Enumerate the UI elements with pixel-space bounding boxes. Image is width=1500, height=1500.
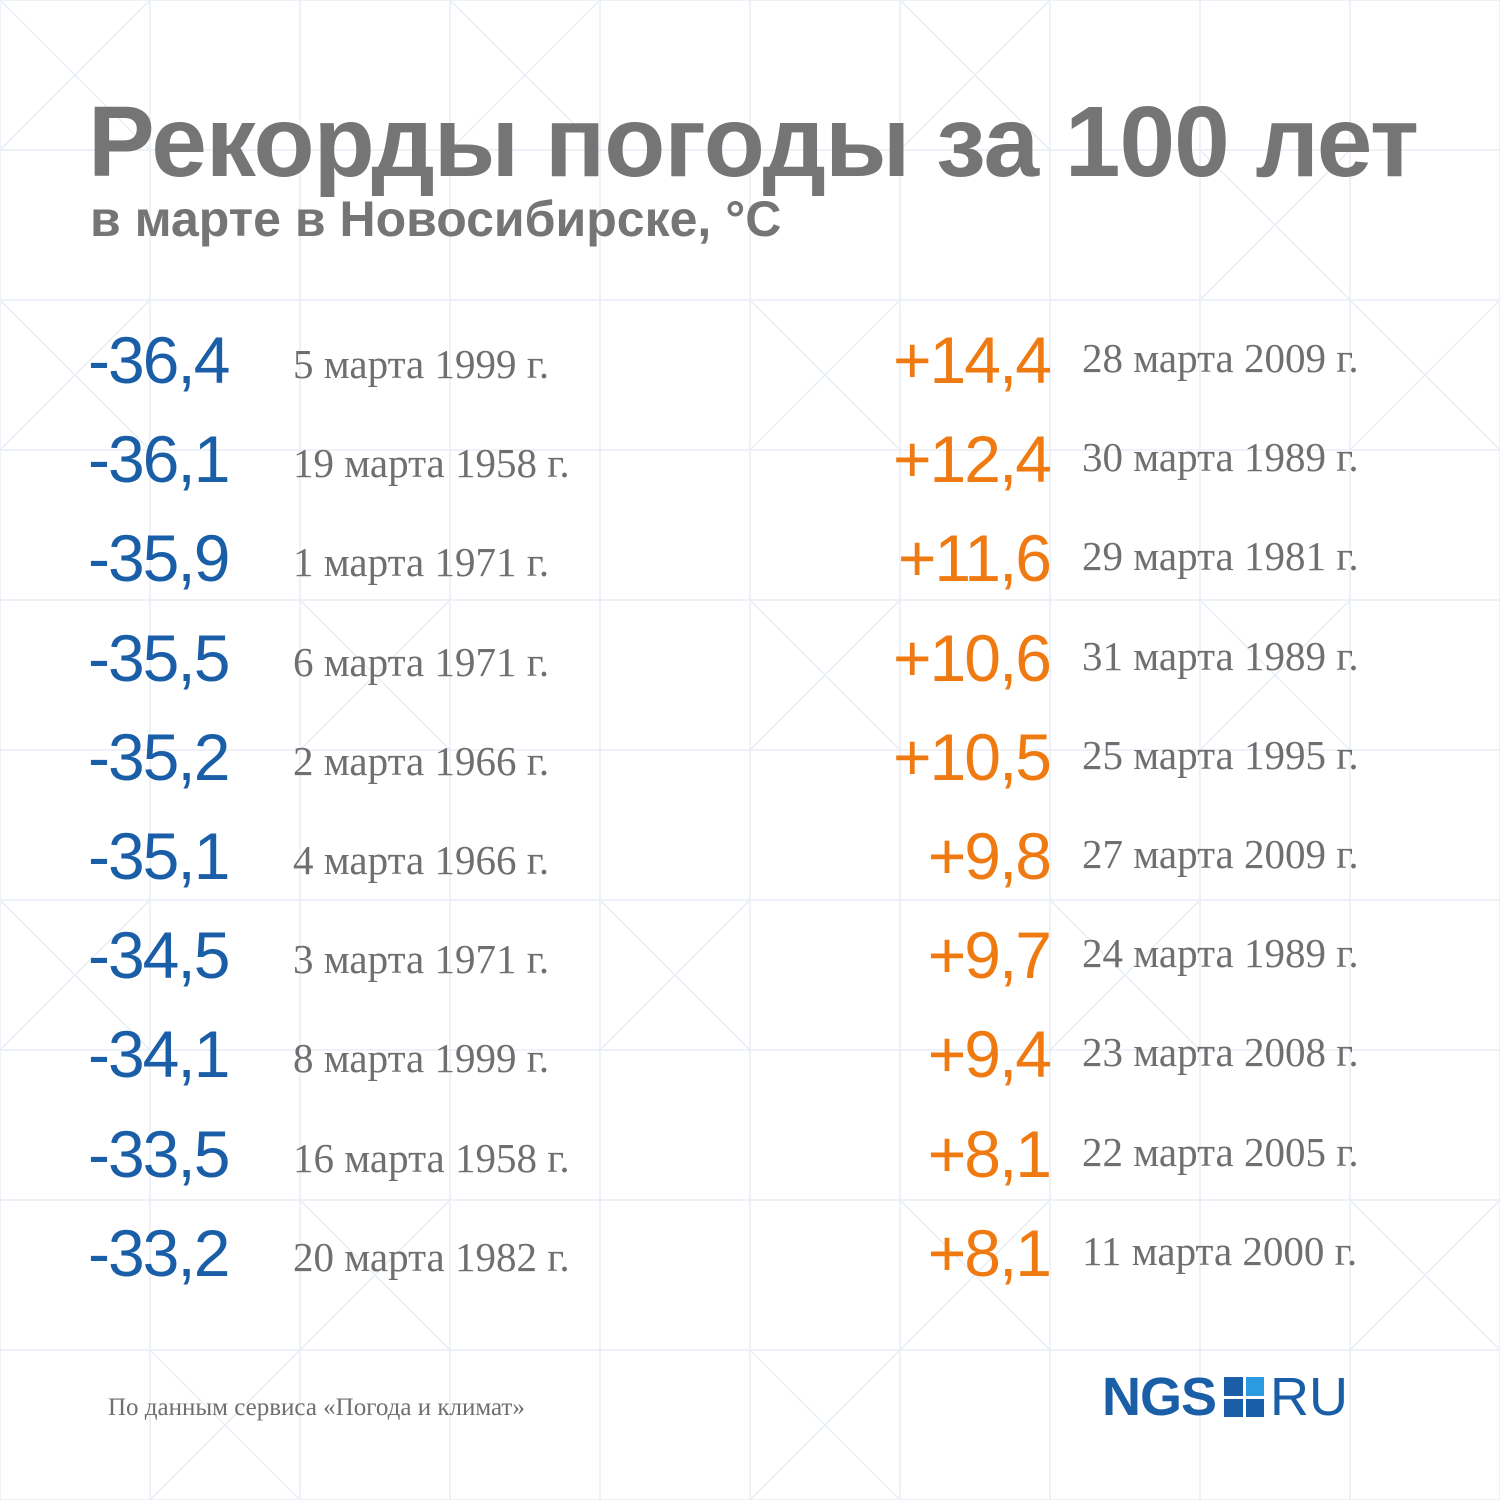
cold-record-value: -36,1 — [88, 422, 230, 497]
warm-record-date: 25 марта 1995 г. — [1082, 731, 1359, 778]
cold-record-row: -35,2 2 марта 1966 г. — [88, 717, 668, 816]
logo-text-ru: RU — [1270, 1367, 1349, 1427]
warm-record-date: 22 марта 2005 г. — [1082, 1128, 1359, 1175]
cold-record-value: -35,2 — [88, 719, 230, 794]
cold-record-value: -33,2 — [88, 1215, 230, 1290]
logo-square-icon — [1224, 1377, 1265, 1417]
warm-record-value: +12,4 — [893, 422, 1052, 497]
cold-record-date: 8 марта 1999 г. — [293, 1035, 550, 1082]
cold-record-date: 3 марта 1971 г. — [293, 936, 550, 983]
cold-record-date: 5 марта 1999 г. — [293, 341, 550, 387]
warm-record-row: +8,1 11 марта 2000 г. — [840, 1213, 1440, 1312]
cold-record-date: 16 марта 1958 г. — [293, 1134, 570, 1181]
cold-record-date: 1 марта 1971 г. — [293, 539, 550, 586]
warm-record-date: 28 марта 2009 г. — [1082, 335, 1359, 381]
warm-record-value: +10,6 — [893, 620, 1052, 695]
source-note: По данным сервиса «Погода и климат» — [108, 1394, 525, 1421]
cold-record-date: 2 марта 1966 г. — [293, 737, 550, 784]
warm-record-date: 29 марта 1981 г. — [1082, 533, 1359, 580]
cold-record-value: -35,5 — [88, 620, 230, 695]
warm-record-value: +9,7 — [927, 918, 1052, 993]
warm-record-row: +9,4 23 марта 2008 г. — [840, 1014, 1440, 1113]
warm-record-row: +9,7 24 марта 1989 г. — [840, 915, 1440, 1014]
warm-record-row: +12,4 30 марта 1989 г. — [840, 419, 1440, 518]
page-title: Рекорды погоды за 100 лет — [88, 86, 1419, 198]
warm-record-value: +8,1 — [927, 1215, 1052, 1290]
warm-record-date: 11 марта 2000 г. — [1082, 1227, 1358, 1274]
warm-record-date: 31 марта 1989 г. — [1082, 632, 1359, 679]
cold-record-row: -36,4 5 марта 1999 г. — [88, 320, 668, 419]
warm-record-value: +10,5 — [893, 719, 1052, 794]
warm-record-row: +10,6 31 марта 1989 г. — [840, 618, 1440, 717]
warm-record-date: 27 марта 2009 г. — [1082, 830, 1359, 877]
warm-record-row: +14,4 28 марта 2009 г. — [840, 320, 1440, 419]
cold-record-row: -36,1 19 марта 1958 г. — [88, 419, 668, 518]
cold-records-list: -36,4 5 марта 1999 г. -36,1 19 марта 195… — [88, 320, 668, 1312]
cold-record-row: -34,5 3 марта 1971 г. — [88, 915, 668, 1014]
warm-records-list: +14,4 28 марта 2009 г. +12,4 30 марта 19… — [840, 320, 1440, 1312]
cold-record-row: -35,9 1 марта 1971 г. — [88, 518, 668, 617]
cold-record-date: 20 марта 1982 г. — [293, 1233, 570, 1280]
warm-record-value: +14,4 — [893, 323, 1052, 397]
cold-record-row: -33,2 20 марта 1982 г. — [88, 1213, 668, 1312]
warm-record-value: +9,8 — [927, 818, 1052, 893]
warm-record-value: +9,4 — [927, 1017, 1052, 1092]
page-subtitle: в марте в Новосибирске, °С — [90, 191, 782, 247]
warm-record-date: 24 марта 1989 г. — [1082, 930, 1359, 977]
cold-record-row: -33,5 16 марта 1958 г. — [88, 1114, 668, 1213]
warm-record-value: +8,1 — [927, 1116, 1052, 1191]
cold-record-value: -34,1 — [88, 1017, 230, 1092]
cold-record-date: 4 марта 1966 г. — [293, 836, 550, 883]
warm-record-row: +11,6 29 марта 1981 г. — [840, 518, 1440, 617]
cold-record-row: -34,1 8 марта 1999 г. — [88, 1014, 668, 1113]
cold-record-row: -35,5 6 марта 1971 г. — [88, 618, 668, 717]
warm-record-row: +9,8 27 марта 2009 г. — [840, 816, 1440, 915]
warm-record-date: 30 марта 1989 г. — [1082, 434, 1359, 481]
cold-record-value: -35,9 — [88, 521, 230, 596]
cold-record-date: 6 марта 1971 г. — [293, 638, 550, 685]
logo-text-ngs: NGS — [1102, 1367, 1217, 1427]
cold-record-row: -35,1 4 марта 1966 г. — [88, 816, 668, 915]
cold-record-value: -36,4 — [88, 323, 230, 397]
warm-record-date: 23 марта 2008 г. — [1082, 1029, 1359, 1076]
cold-record-date: 19 марта 1958 г. — [293, 440, 570, 487]
cold-record-value: -33,5 — [88, 1116, 230, 1191]
cold-record-value: -35,1 — [88, 818, 230, 893]
cold-record-value: -34,5 — [88, 918, 230, 993]
warm-record-row: +10,5 25 марта 1995 г. — [840, 717, 1440, 816]
warm-record-value: +11,6 — [897, 521, 1052, 596]
ngs-logo: NGS RU — [1102, 1366, 1348, 1428]
warm-record-row: +8,1 22 марта 2005 г. — [840, 1114, 1440, 1213]
